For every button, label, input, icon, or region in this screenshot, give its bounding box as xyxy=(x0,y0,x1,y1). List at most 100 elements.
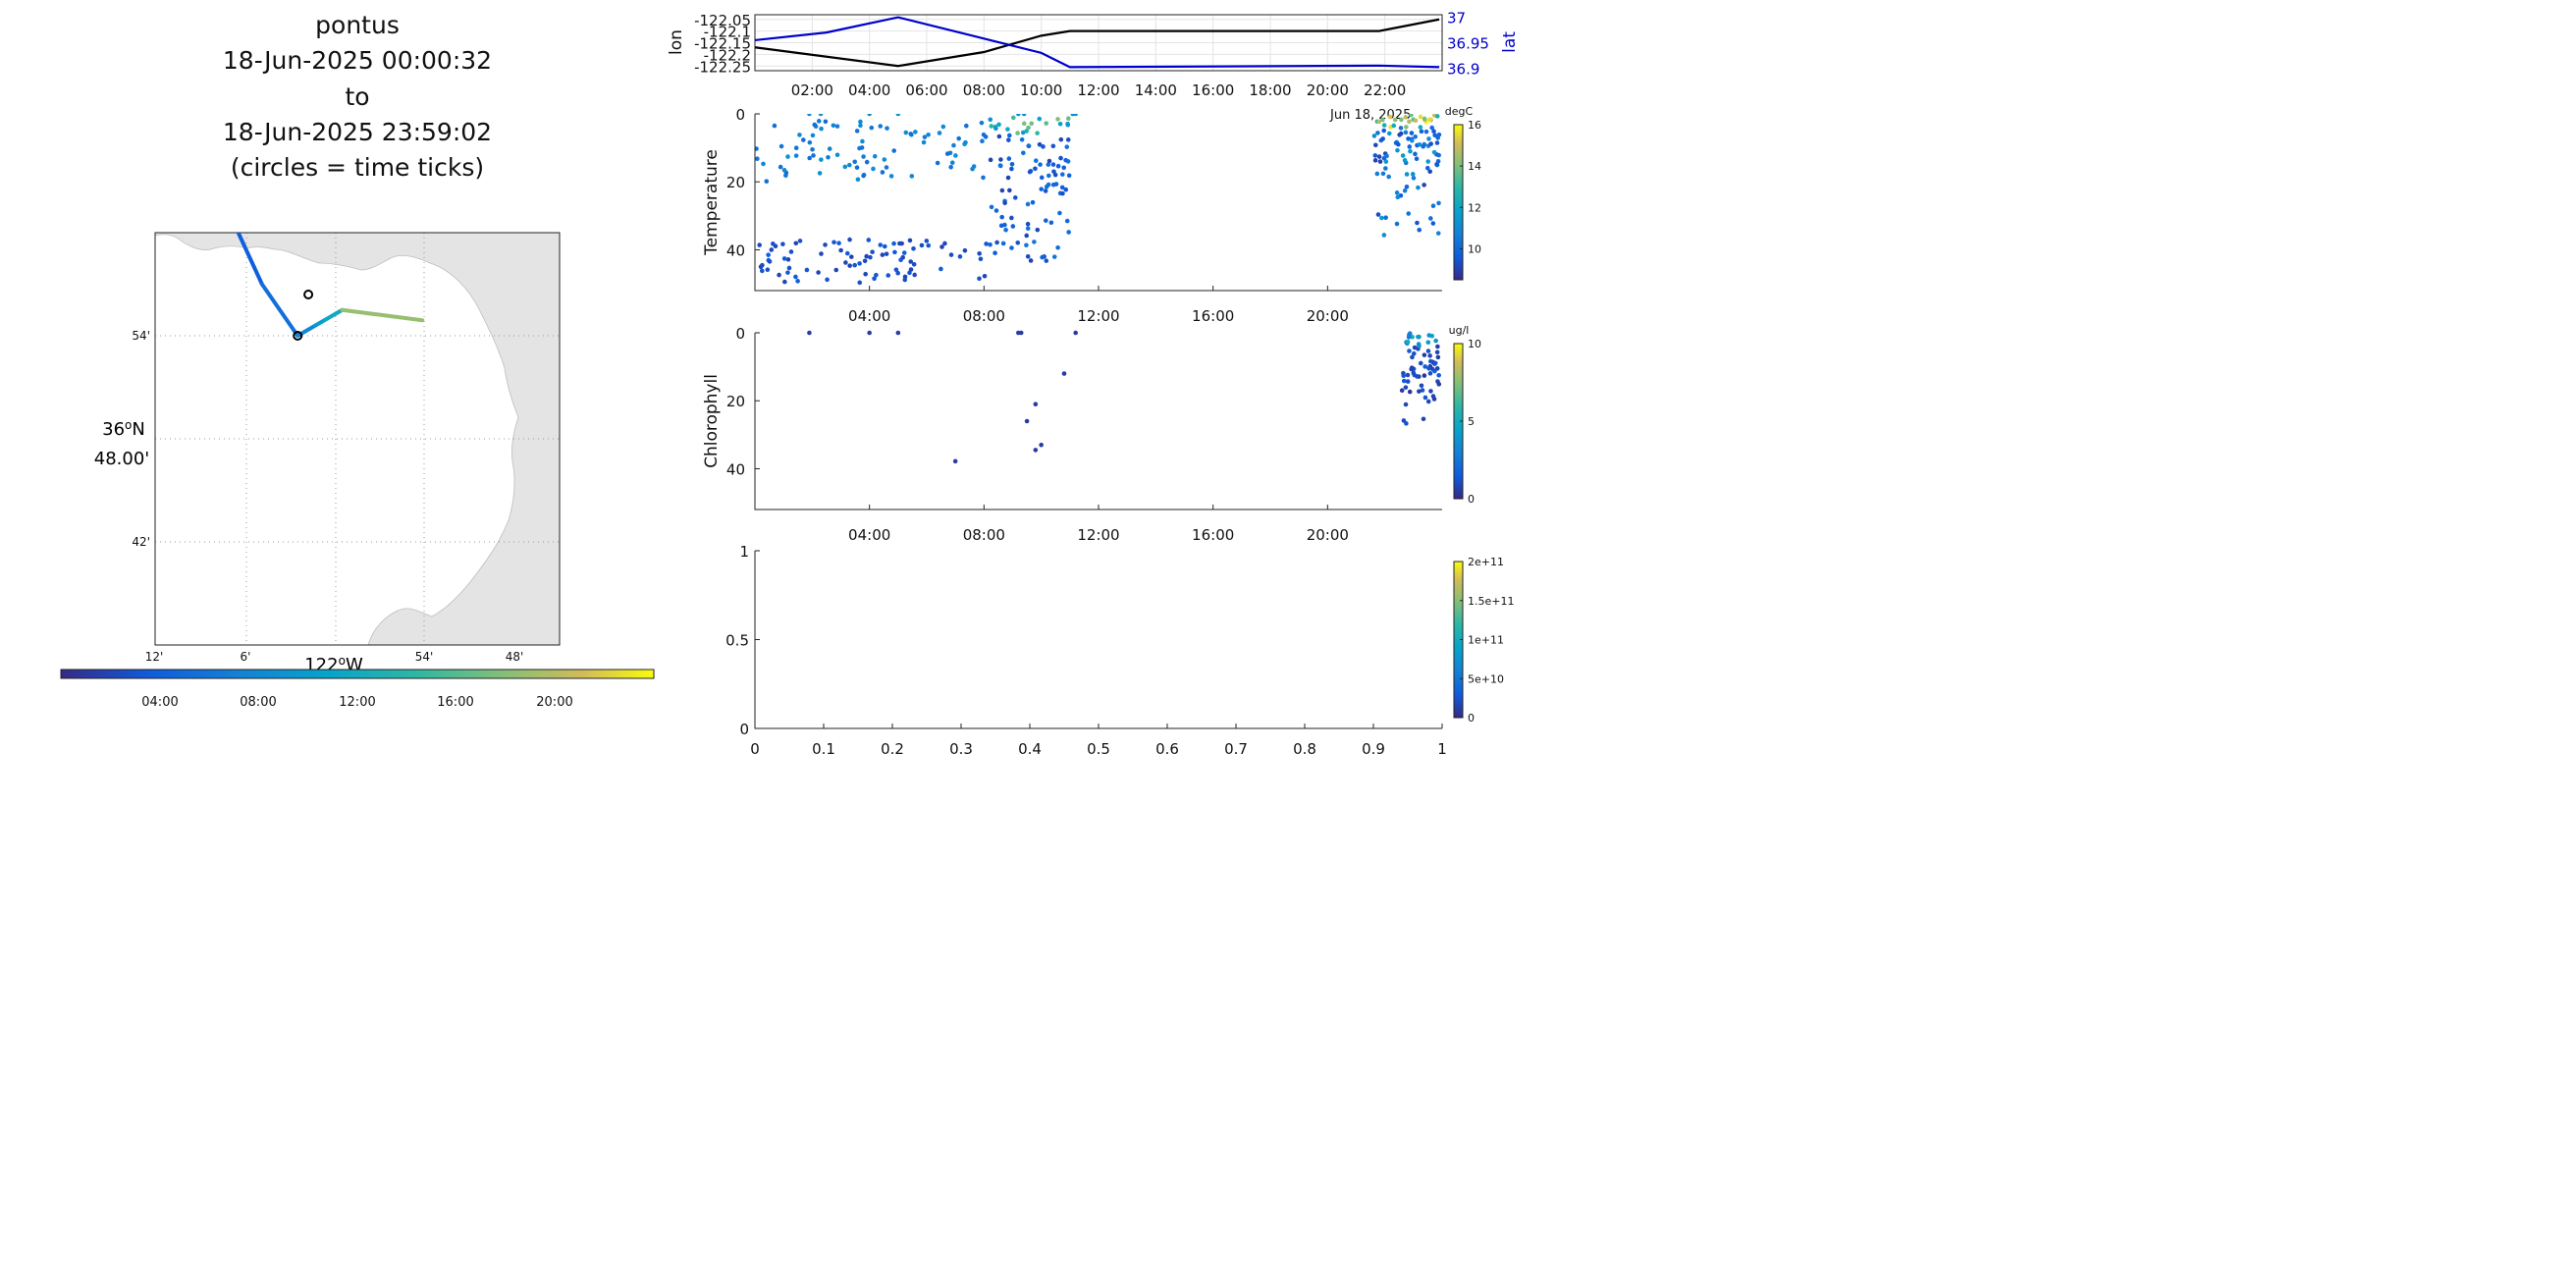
temperature-point xyxy=(1050,143,1056,149)
lonlat-ylabel: lon xyxy=(667,29,686,55)
temperature-point xyxy=(1028,258,1034,263)
temperature-point xyxy=(810,133,816,138)
time-colorbar xyxy=(60,669,655,679)
title-line-3: to xyxy=(345,82,369,111)
lonlat-x-tick: 22:00 xyxy=(1364,81,1406,99)
temperature-point xyxy=(1058,136,1064,142)
temperature-point xyxy=(864,253,869,259)
lonlat-x-tick: 10:00 xyxy=(1020,81,1062,99)
temperature-point xyxy=(831,123,836,129)
map-frame xyxy=(154,232,561,646)
temperature-point xyxy=(823,242,828,247)
lonlat-y-tick: -122.1 xyxy=(704,24,751,41)
time-cb-tick-2: 08:00 xyxy=(240,695,276,710)
chlorophyll-point xyxy=(1412,345,1418,350)
title-line-4: 18-Jun-2025 23:59:02 xyxy=(223,118,492,146)
empty-panel: 0 0.1 0.2 0.3 0.4 0.5 0.6 0.7 0.8 0.9 1 0 0.5 1 0 5e+1… xyxy=(725,543,1514,758)
temperature-point xyxy=(1015,131,1020,135)
temperature-point xyxy=(867,114,872,117)
temperature-point xyxy=(1012,195,1018,200)
temperature-point xyxy=(816,119,822,124)
temperature-point xyxy=(1374,171,1380,177)
temperature-point xyxy=(903,130,909,135)
temperature-point xyxy=(812,122,818,128)
chlorophyll-point xyxy=(952,458,958,464)
temperature-point xyxy=(1431,129,1436,134)
temperature-point xyxy=(842,164,848,170)
temperature-point xyxy=(860,138,865,144)
empty-x-tick: 0.5 xyxy=(1087,740,1110,758)
temperature-point xyxy=(854,165,860,170)
temperature-point xyxy=(819,126,824,132)
temperature-point xyxy=(780,242,785,246)
figure-title: pontus 18-Jun-2025 00:00:32 to 18-Jun-20… xyxy=(223,11,492,182)
temperature-point xyxy=(1066,230,1071,235)
temperature-point xyxy=(836,241,841,245)
temperature-point xyxy=(1375,212,1381,217)
temperature-point xyxy=(1006,137,1011,142)
temperature-point xyxy=(819,157,824,162)
temperature-point xyxy=(793,145,799,150)
temperature-point xyxy=(866,238,872,242)
temperature-point xyxy=(1021,150,1026,156)
temperature-point xyxy=(998,157,1003,162)
temperature-point xyxy=(1063,187,1069,192)
temperature-point xyxy=(1059,172,1065,177)
chlorophyll-point xyxy=(1435,354,1441,360)
temperature-point xyxy=(1065,116,1071,121)
temperature-point xyxy=(1009,215,1014,221)
temperature-point xyxy=(1046,158,1052,164)
temperature-point xyxy=(1060,190,1065,196)
temperature-point xyxy=(855,177,861,183)
chlorophyll-point xyxy=(1403,385,1409,390)
temperature-point xyxy=(1026,125,1031,131)
temperature-point xyxy=(911,261,917,267)
temperature-point xyxy=(1033,158,1039,164)
temperature-point xyxy=(1421,143,1426,149)
temperature-point xyxy=(1026,143,1032,148)
chlorophyll-x-tick: 16:00 xyxy=(1192,526,1234,544)
temperature-x-tick: 20:00 xyxy=(1307,307,1349,325)
chlorophyll-point xyxy=(1427,353,1432,358)
temperature-point xyxy=(785,154,790,159)
temperature-point xyxy=(795,279,800,284)
temperature-point xyxy=(970,166,975,172)
temperature-point xyxy=(1029,121,1035,127)
chlorophyll-cb-tick: 5 xyxy=(1468,415,1475,428)
temperature-x-tick: 08:00 xyxy=(963,307,1005,325)
map-track xyxy=(236,233,425,341)
chlorophyll-point xyxy=(1024,418,1030,424)
temperature-point xyxy=(988,157,993,163)
temperature-point xyxy=(993,126,998,132)
temperature-point xyxy=(778,164,783,170)
title-line-2: 18-Jun-2025 00:00:32 xyxy=(223,46,492,75)
temperature-point xyxy=(982,273,988,279)
chlorophyll-point xyxy=(1426,366,1431,371)
lonlat-x-tick: 06:00 xyxy=(905,81,947,99)
temperature-point xyxy=(782,279,787,285)
temperature-point xyxy=(1046,173,1051,179)
temperature-point xyxy=(1381,233,1387,238)
temperature-y-tick: 20 xyxy=(726,174,745,191)
temperature-point xyxy=(1039,187,1045,191)
temperature-point xyxy=(884,251,889,256)
temperature-point xyxy=(939,266,943,272)
chlorophyll-point xyxy=(1416,334,1421,340)
temperature-y-tick: 0 xyxy=(735,106,745,124)
chlorophyll-x-tick: 12:00 xyxy=(1077,526,1119,544)
lonlat-y2label: lat xyxy=(1500,31,1520,53)
map-x-tick-2: 6' xyxy=(241,650,251,664)
temperature-point xyxy=(857,261,862,266)
temperature-point xyxy=(911,245,916,251)
temperature-point xyxy=(1019,136,1025,142)
temperature-point xyxy=(862,258,868,264)
temperature-point xyxy=(785,270,790,275)
empty-x-tick: 0.3 xyxy=(949,740,973,758)
temperature-point xyxy=(804,267,810,273)
temperature-point xyxy=(957,254,963,259)
chlorophyll-point xyxy=(1410,334,1415,340)
temperature-point xyxy=(963,139,968,145)
empty-cb-tick: 1e+11 xyxy=(1468,634,1504,647)
temperature-point xyxy=(922,134,928,139)
chlorophyll-point xyxy=(1410,354,1415,360)
